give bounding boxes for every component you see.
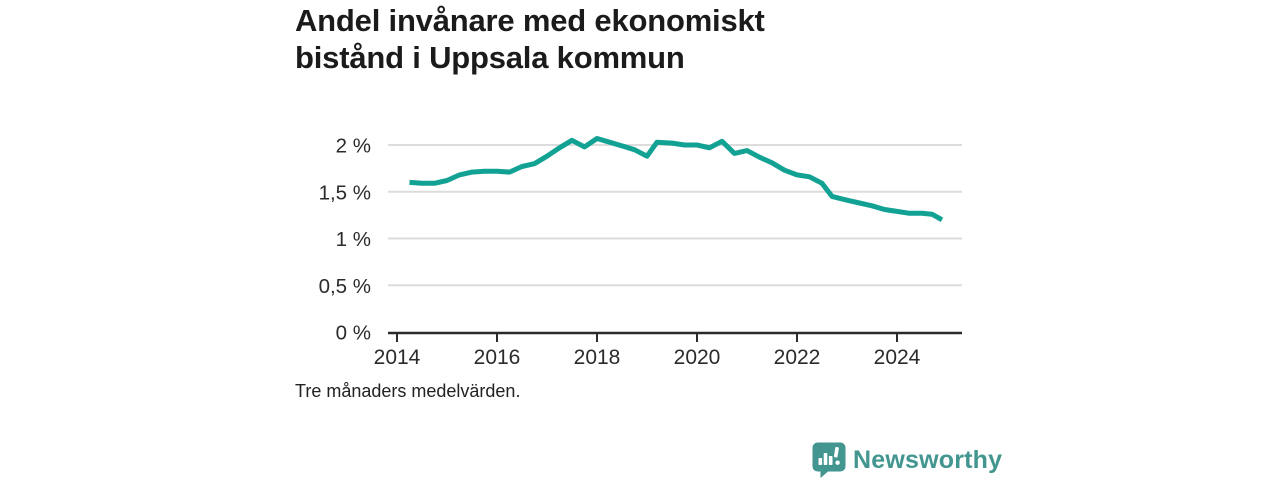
x-tick-label: 2022	[774, 346, 821, 369]
x-tick-label: 2016	[474, 346, 521, 369]
y-tick-label: 2 %	[336, 135, 371, 158]
y-tick-label: 0,5 %	[319, 275, 371, 298]
bar-chart-speech-bubble-icon	[812, 442, 846, 478]
brand-name: Newsworthy	[853, 445, 1003, 474]
chart-footnote: Tre månaders medelvärden.	[295, 381, 521, 401]
x-tick-label: 2018	[574, 346, 621, 369]
x-tick-label: 2020	[674, 346, 721, 369]
y-tick-label: 0 %	[336, 322, 371, 345]
chart-title: Andel invånare med ekonomiskt bistånd i …	[295, 3, 765, 75]
y-tick-label: 1 %	[336, 228, 371, 251]
newsworthy-logo[interactable]: Newsworthy	[812, 442, 1002, 478]
x-tick-label: 2014	[374, 346, 421, 369]
data-line	[409, 136, 944, 222]
x-tick-label: 2024	[874, 346, 921, 369]
y-tick-label: 1,5 %	[319, 181, 371, 204]
